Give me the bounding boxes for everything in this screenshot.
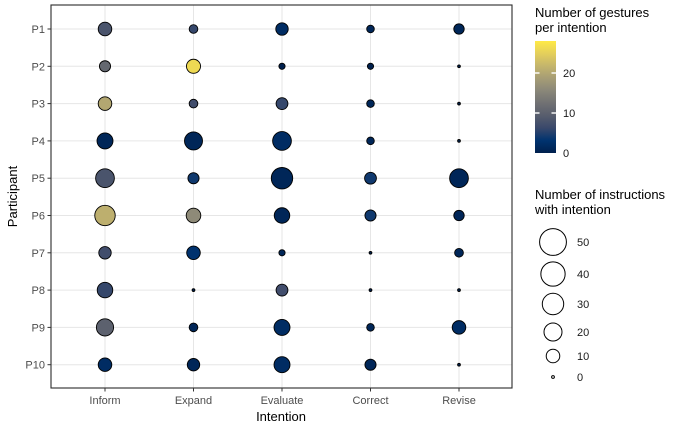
bubble-P3-Inform bbox=[97, 96, 113, 111]
bubble-P6-Revise bbox=[453, 209, 465, 222]
y-tick-label-P3: P3 bbox=[32, 99, 45, 111]
bubble-P9-Inform bbox=[95, 318, 115, 337]
colorbar-ticks: 0 10 20 bbox=[535, 68, 575, 160]
bubble-P2-Expand bbox=[186, 58, 201, 74]
axis-label-layer: Inform Expand Evaluate Correct Revise P1 P2 P3 P… bbox=[25, 24, 475, 407]
bubble-P8-Evaluate bbox=[275, 283, 289, 297]
size-key-label-0: 0 bbox=[577, 372, 583, 384]
size-key-label-40: 40 bbox=[577, 269, 589, 281]
bubble-P6-Inform bbox=[94, 204, 116, 227]
size-key-label-30: 30 bbox=[577, 299, 589, 311]
bubble-P5-Expand bbox=[187, 172, 200, 185]
bubble-P7-Expand bbox=[186, 245, 201, 261]
y-tick-label-P2: P2 bbox=[32, 61, 45, 73]
size-legend-keys: 50 40 30 20 10 0 bbox=[539, 228, 589, 384]
bubble-P5-Inform bbox=[95, 168, 115, 189]
bubble-P4-Inform bbox=[96, 132, 114, 150]
size-key-circle-40 bbox=[540, 261, 566, 287]
bubble-P5-Evaluate bbox=[270, 167, 294, 190]
colorbar bbox=[535, 41, 556, 153]
bubble-P8-Expand bbox=[191, 288, 196, 292]
bubble-P3-Evaluate bbox=[275, 97, 289, 110]
x-tick-label-Inform: Inform bbox=[89, 395, 120, 407]
bubble-P1-Expand bbox=[188, 24, 199, 34]
bubble-P8-Inform bbox=[96, 281, 114, 299]
x-tick-label-Evaluate: Evaluate bbox=[261, 395, 304, 407]
bubble-P7-Correct bbox=[368, 250, 373, 255]
bubble-P4-Expand bbox=[184, 131, 203, 151]
bubble-P7-Inform bbox=[98, 246, 112, 260]
bubble-P2-Revise bbox=[457, 64, 461, 69]
y-tick-label-P8: P8 bbox=[32, 285, 45, 297]
bubble-P3-Correct bbox=[366, 99, 375, 108]
size-key-circle-10 bbox=[545, 348, 561, 364]
size-key-label-10: 10 bbox=[577, 351, 589, 363]
bubble-P9-Correct bbox=[366, 323, 375, 332]
y-tick-label-P9: P9 bbox=[32, 322, 45, 334]
size-legend-title-line1: Number of instructions bbox=[535, 187, 666, 202]
bubble-P6-Correct bbox=[364, 209, 377, 222]
size-key-label-20: 20 bbox=[577, 327, 589, 339]
colorbar-tick-label-20: 20 bbox=[563, 68, 575, 80]
y-tick-label-P10: P10 bbox=[25, 360, 45, 372]
bubble-P4-Revise bbox=[457, 139, 461, 143]
bubble-P10-Inform bbox=[97, 357, 113, 372]
size-key-circle-30 bbox=[541, 292, 565, 316]
y-tick-label-P5: P5 bbox=[32, 173, 45, 185]
y-tick-label-P7: P7 bbox=[32, 248, 45, 260]
bubble-P1-Evaluate bbox=[275, 22, 289, 36]
bubble-P2-Correct bbox=[366, 62, 375, 70]
bubble-P3-Revise bbox=[457, 101, 461, 106]
y-tick-label-P6: P6 bbox=[32, 211, 45, 223]
bubble-P2-Inform bbox=[98, 60, 112, 73]
bubble-P10-Expand bbox=[186, 358, 201, 372]
bubble-P8-Correct bbox=[368, 288, 373, 292]
bubble-P7-Revise bbox=[454, 248, 464, 258]
y-tick-label-P1: P1 bbox=[32, 24, 45, 36]
x-tick-label-Revise: Revise bbox=[442, 395, 476, 407]
x-tick-label-Correct: Correct bbox=[352, 395, 388, 407]
colorbar-tick-label-0: 0 bbox=[563, 148, 569, 160]
bubble-P4-Evaluate bbox=[272, 131, 292, 151]
bubble-P10-Evaluate bbox=[273, 356, 291, 374]
colorbar-tick-label-10: 10 bbox=[563, 108, 575, 120]
bubble-P1-Inform bbox=[97, 21, 113, 37]
y-axis-title: Participant bbox=[5, 165, 20, 227]
bubble-P5-Revise bbox=[449, 168, 469, 189]
bubble-P1-Correct bbox=[366, 24, 375, 34]
y-tick-label-P4: P4 bbox=[32, 136, 45, 148]
bubble-P10-Revise bbox=[457, 362, 461, 367]
color-legend: Number of gestures per intention 0 10 20 bbox=[535, 5, 650, 160]
size-legend-title-line2: with intention bbox=[534, 202, 611, 217]
bubble-P7-Evaluate bbox=[278, 249, 286, 257]
size-key-circle-50 bbox=[539, 228, 567, 256]
bubble-P9-Expand bbox=[188, 322, 199, 333]
bubble-P1-Revise bbox=[453, 23, 465, 35]
bubble-P4-Correct bbox=[366, 136, 375, 146]
size-key-circle-0 bbox=[551, 375, 555, 379]
bubble-P8-Revise bbox=[457, 288, 461, 292]
bubble-P6-Expand bbox=[185, 207, 202, 224]
size-key-circle-20 bbox=[543, 322, 563, 342]
bubble-P9-Revise bbox=[451, 320, 467, 335]
bubble-P9-Evaluate bbox=[273, 318, 291, 336]
bubble-layer bbox=[94, 21, 469, 374]
color-legend-title-line1: Number of gestures bbox=[535, 5, 650, 20]
bubble-P2-Evaluate bbox=[278, 62, 286, 70]
x-tick-label-Expand: Expand bbox=[175, 395, 212, 407]
bubble-P3-Expand bbox=[188, 98, 199, 109]
size-legend: Number of instructions with intention 50… bbox=[534, 187, 666, 384]
x-axis-title: Intention bbox=[256, 409, 306, 424]
color-legend-title-line2: per intention bbox=[535, 20, 607, 35]
bubble-P5-Correct bbox=[364, 171, 377, 185]
bubble-P10-Correct bbox=[364, 358, 377, 371]
bubble-P6-Evaluate bbox=[273, 207, 291, 224]
size-key-label-50: 50 bbox=[577, 237, 589, 249]
axis-tick-layer bbox=[47, 28, 460, 392]
